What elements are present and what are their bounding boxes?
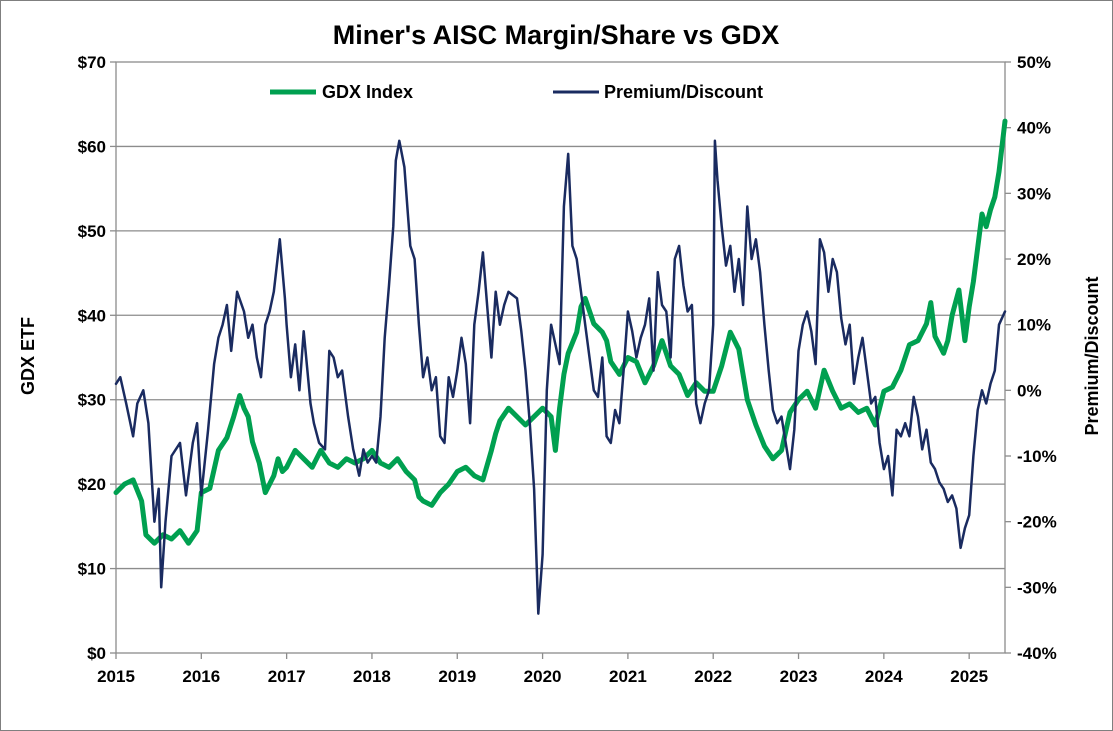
x-tick-label: 2022 xyxy=(694,667,732,686)
y-tick-label: $0 xyxy=(87,644,106,663)
x-tick-label: 2025 xyxy=(950,667,988,686)
legend-label-gdx: GDX Index xyxy=(322,82,413,102)
y-tick-label: $20 xyxy=(78,475,106,494)
y-tick-label: $30 xyxy=(78,391,106,410)
series-layer xyxy=(113,118,1008,615)
y2-tick-label: -10% xyxy=(1017,447,1057,466)
right-axis-title: Premium/Discount xyxy=(1082,276,1102,435)
legend-label-premium: Premium/Discount xyxy=(604,82,763,102)
x-tick-label: 2018 xyxy=(353,667,391,686)
y2-tick-label: -40% xyxy=(1017,644,1057,663)
y2-tick-label: 0% xyxy=(1017,381,1042,400)
x-tick-label: 2020 xyxy=(524,667,562,686)
y2-tick-label: 40% xyxy=(1017,119,1051,138)
y-tick-label: $70 xyxy=(78,53,106,72)
y2-tick-label: 30% xyxy=(1017,184,1051,203)
x-tick-label: 2017 xyxy=(268,667,306,686)
x-tick-label: 2015 xyxy=(97,667,135,686)
y-tick-label: $40 xyxy=(78,306,106,325)
x-tick-label: 2024 xyxy=(865,667,903,686)
y2-tick-label: -30% xyxy=(1017,578,1057,597)
y-tick-label: $10 xyxy=(78,560,106,579)
x-tick-label: 2016 xyxy=(182,667,220,686)
x-tick-label: 2021 xyxy=(609,667,647,686)
plot-area-border xyxy=(115,61,1006,654)
y2-tick-label: 20% xyxy=(1017,250,1051,269)
x-tick-label: 2019 xyxy=(438,667,476,686)
tick-labels: $0 $10 $20 $30 $40 $50 $60 $70 -40% -30% -20% -10% 0… xyxy=(78,53,1057,686)
chart-title: Miner's AISC Margin/Share vs GDX xyxy=(333,20,780,50)
y-tick-label: $60 xyxy=(78,137,106,156)
series-line-gdx-index xyxy=(113,118,1008,546)
y2-tick-label: 50% xyxy=(1017,53,1051,72)
axes xyxy=(110,61,1011,659)
left-axis-title: GDX ETF xyxy=(18,317,38,395)
y-tick-label: $50 xyxy=(78,222,106,241)
legend: GDX Index Premium/Discount xyxy=(270,82,763,102)
series-line-premium-discount xyxy=(114,139,1007,615)
y2-tick-label: -20% xyxy=(1017,513,1057,532)
x-tick-label: 2023 xyxy=(780,667,818,686)
y2-tick-label: 10% xyxy=(1017,316,1051,335)
